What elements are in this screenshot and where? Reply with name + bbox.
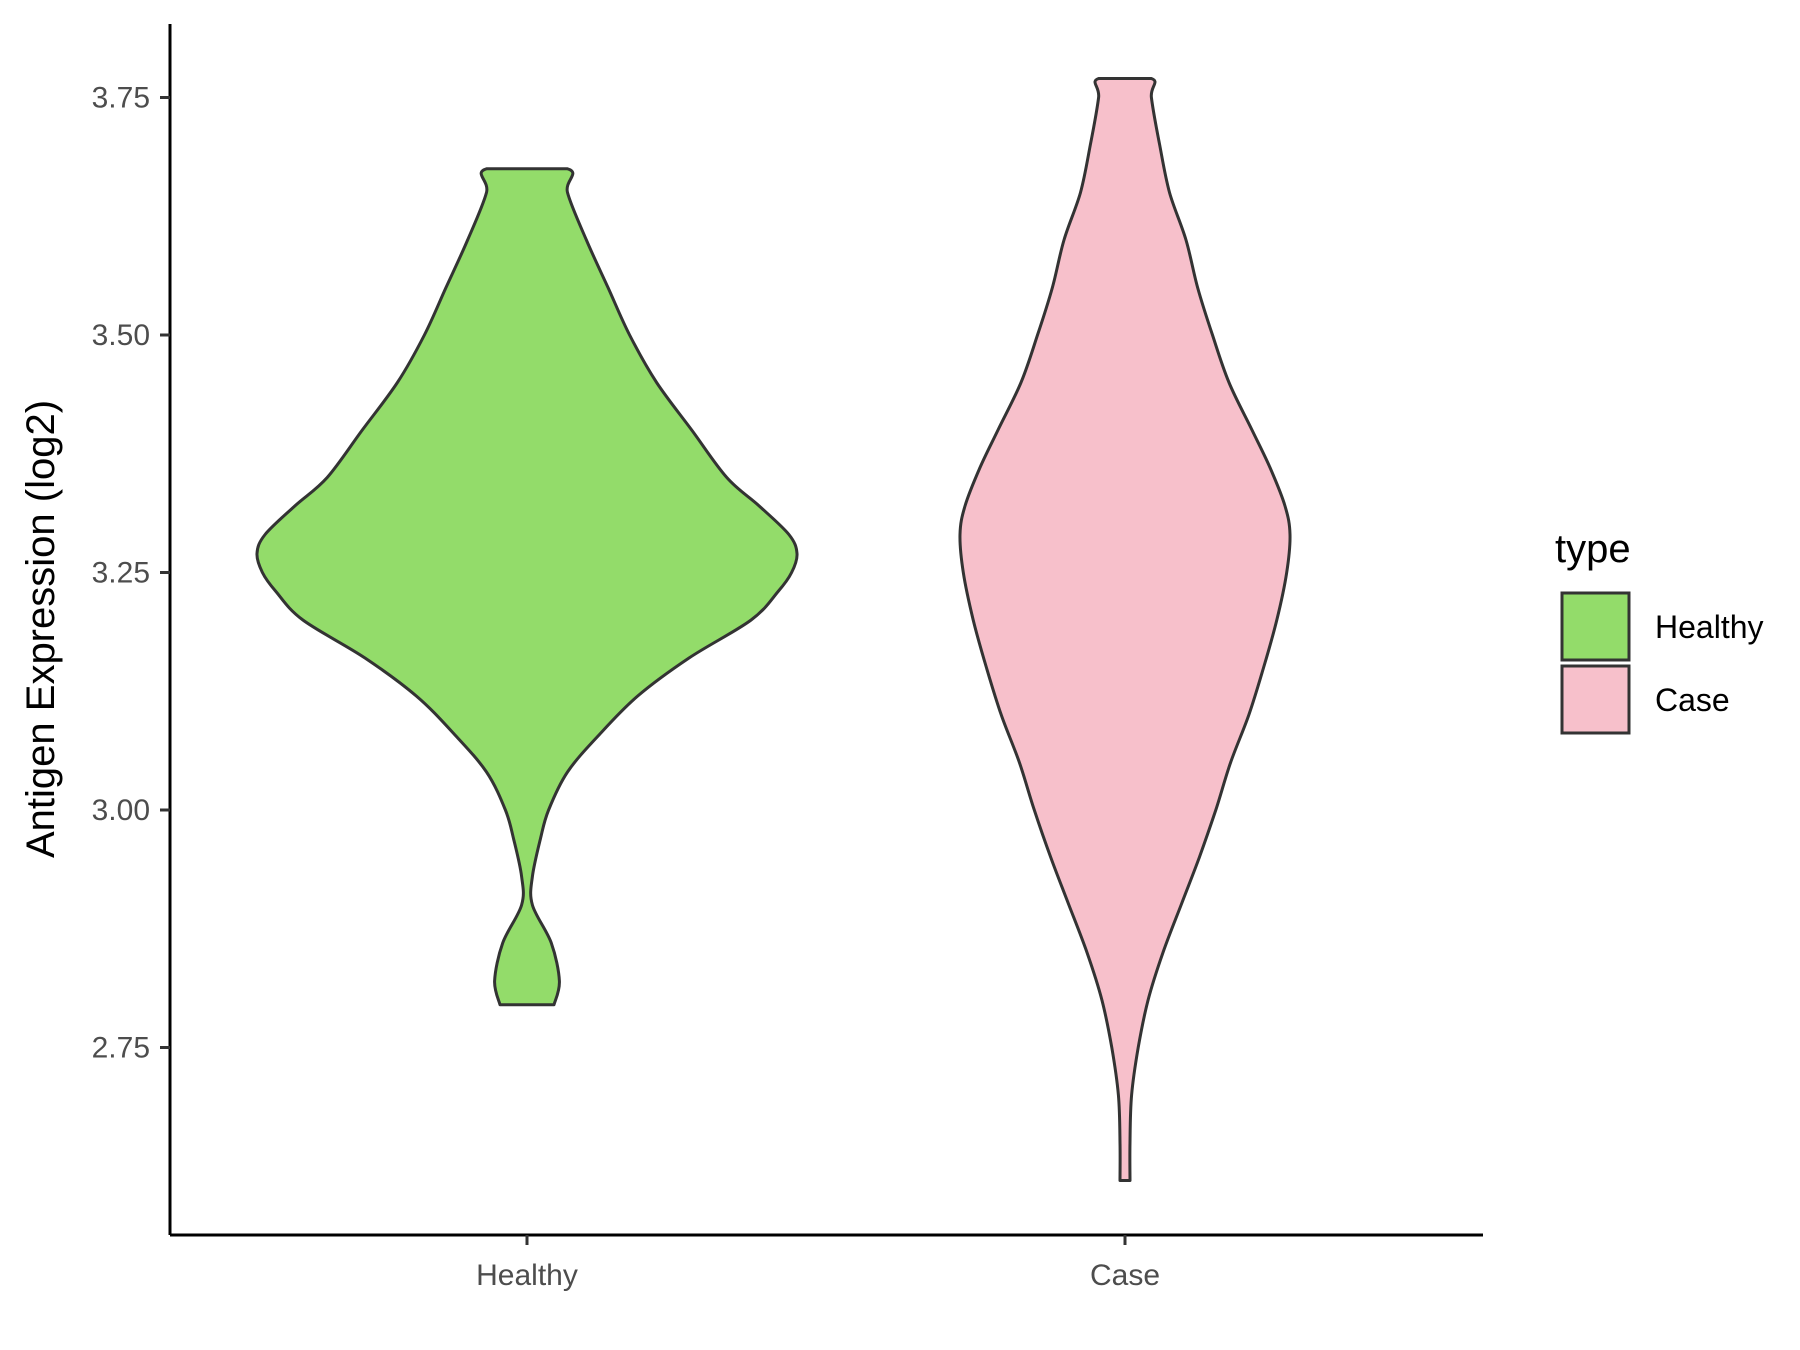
y-tick-label: 3.25 [92, 557, 150, 590]
y-tick-label: 3.50 [92, 319, 150, 352]
y-tick-label: 3.00 [92, 794, 150, 827]
y-axis-title: Antigen Expression (log2) [19, 400, 63, 858]
y-ticks: 2.75 3.00 3.25 3.50 3.75 [92, 82, 170, 1065]
x-tick-label: Case [1090, 1259, 1160, 1292]
violins [255, 77, 1292, 1182]
legend-title: type [1555, 527, 1631, 571]
legend-key-healthy [1560, 591, 1631, 662]
y-tick-label: 2.75 [92, 1032, 150, 1065]
violin-healthy [255, 167, 799, 1007]
legend-key-case [1560, 664, 1631, 735]
violin-case [958, 77, 1292, 1182]
x-ticks: Healthy Case [476, 1235, 1160, 1292]
legend-label-case: Case [1655, 682, 1730, 718]
plot-area: 2.75 3.00 3.25 3.50 3.75 Healthy Case [92, 24, 1483, 1292]
legend-label-healthy: Healthy [1655, 609, 1764, 645]
legend: type Healthy Case [1555, 527, 1764, 735]
y-tick-label: 3.75 [92, 82, 150, 115]
x-tick-label: Healthy [476, 1259, 578, 1292]
